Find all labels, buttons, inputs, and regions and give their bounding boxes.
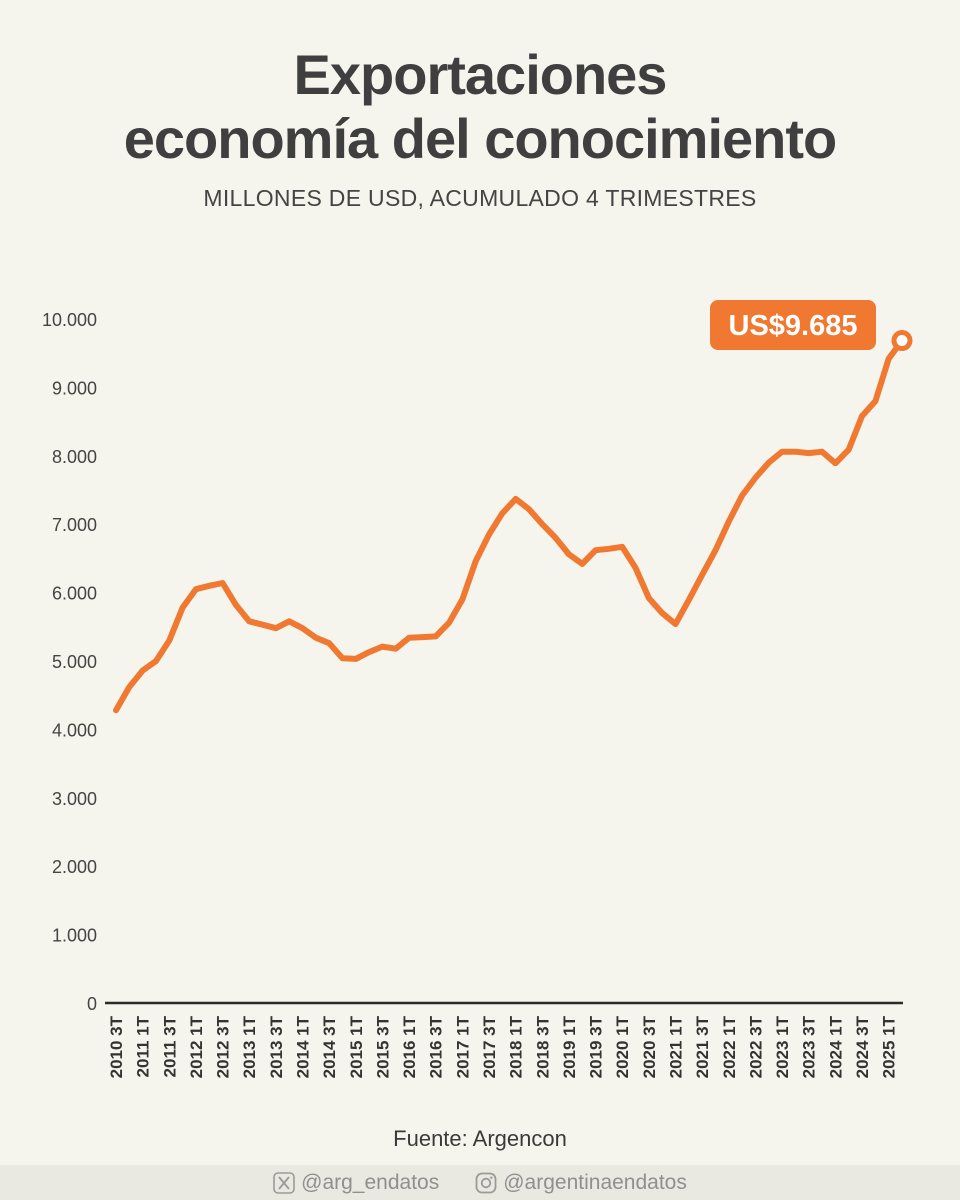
x-tick-label: 2024 1T <box>826 1015 845 1078</box>
x-tick-label: 2014 3T <box>320 1015 339 1078</box>
x-tick-label: 2012 1T <box>187 1015 206 1078</box>
source-note: Fuente: Argencon <box>393 1126 567 1151</box>
instagram-icon <box>475 1172 497 1193</box>
y-tick-label: 3.000 <box>52 789 97 809</box>
y-tick-label: 8.000 <box>52 447 97 467</box>
x-tick-label: 2010 3T <box>107 1015 126 1078</box>
y-tick-label: 10.000 <box>42 310 97 330</box>
series-line <box>113 337 905 714</box>
value-callout-box <box>710 300 876 350</box>
x-handle-text: @arg_endatos <box>301 1170 440 1194</box>
x-tick-label: 2024 3T <box>853 1015 872 1078</box>
x-tick-label: 2011 1T <box>134 1015 153 1077</box>
x-tick-label: 2014 1T <box>294 1015 313 1078</box>
value-callout-label: US$9.685 <box>729 310 858 342</box>
instagram-handle-text: @argentinaendatos <box>503 1170 687 1194</box>
x-tick-label: 2013 3T <box>267 1015 286 1078</box>
x-logo-icon <box>273 1171 295 1194</box>
footer-bar: @arg_endatos @argentinaendatos <box>0 1165 960 1200</box>
y-tick-label: 0 <box>87 994 97 1014</box>
x-tick-label: 2016 3T <box>427 1015 446 1078</box>
chart-title-line2: economía del conocimiento <box>123 107 837 170</box>
x-tick-label: 2023 3T <box>800 1015 819 1078</box>
x-tick-label: 2021 3T <box>693 1015 712 1078</box>
x-tick-label: 2011 3T <box>160 1015 179 1077</box>
x-tick-label: 2019 1T <box>560 1015 579 1078</box>
x-tick-label: 2015 1T <box>347 1015 366 1078</box>
y-tick-label: 4.000 <box>52 720 97 740</box>
x-tick-label: 2022 3T <box>746 1015 765 1078</box>
x-tick-label: 2021 1T <box>667 1015 686 1078</box>
x-tick-label: 2017 3T <box>480 1015 499 1078</box>
x-handle[interactable]: @arg_endatos <box>273 1171 439 1195</box>
chart-title-line1: Exportaciones <box>293 43 668 106</box>
x-tick-label: 2025 1T <box>880 1015 899 1078</box>
x-tick-label: 2017 1T <box>453 1015 472 1078</box>
x-tick-label: 2012 3T <box>214 1015 233 1078</box>
x-tick-label: 2018 3T <box>533 1015 552 1078</box>
x-tick-label: 2013 1T <box>240 1015 259 1078</box>
x-tick-label: 2018 1T <box>507 1015 526 1078</box>
last-point-marker <box>891 330 913 352</box>
x-tick-label: 2023 1T <box>773 1015 792 1078</box>
x-tick-label: 2016 1T <box>400 1015 419 1078</box>
instagram-handle[interactable]: @argentinaendatos <box>475 1171 687 1195</box>
x-tick-label: 2015 3T <box>373 1015 392 1078</box>
x-tick-label: 2020 1T <box>613 1015 632 1078</box>
x-tick-label: 2019 3T <box>587 1015 606 1078</box>
x-tick-label: 2020 3T <box>640 1015 659 1078</box>
y-tick-label: 1.000 <box>52 926 97 946</box>
y-tick-label: 7.000 <box>52 515 97 535</box>
chart-subtitle: MILLONES DE USD, ACUMULADO 4 TRIMESTRES <box>203 185 757 211</box>
y-tick-label: 2.000 <box>52 857 97 877</box>
y-tick-label: 5.000 <box>52 652 97 672</box>
x-tick-label: 2022 1T <box>720 1015 739 1078</box>
y-tick-label: 6.000 <box>52 584 97 604</box>
y-tick-label: 9.000 <box>52 378 97 398</box>
